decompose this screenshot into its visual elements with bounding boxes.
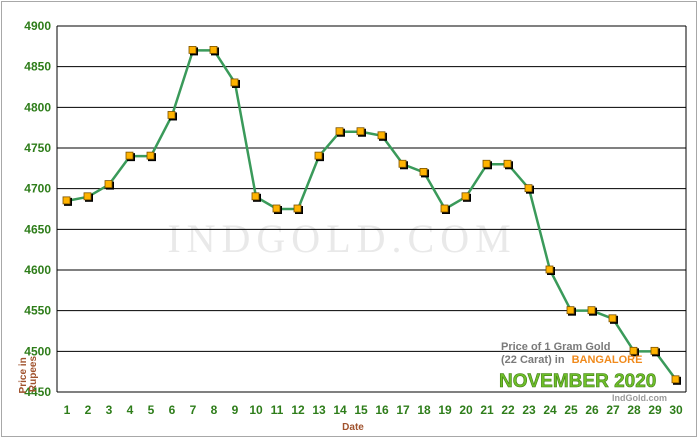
data-point-5	[146, 151, 155, 160]
x-tick-5: 5	[148, 403, 155, 417]
y-tick-4700: 4700	[24, 182, 51, 196]
data-point-10	[251, 192, 260, 201]
x-tick-29: 29	[648, 403, 662, 417]
x-tick-6: 6	[169, 403, 176, 417]
x-tick-9: 9	[232, 403, 239, 417]
x-tick-30: 30	[669, 403, 683, 417]
x-tick-2: 2	[85, 403, 92, 417]
data-point-14	[335, 127, 344, 136]
x-tick-24: 24	[543, 403, 557, 417]
data-point-15	[356, 127, 365, 136]
data-point-11	[272, 204, 281, 213]
data-point-2	[83, 192, 92, 201]
y-tick-labels: 4450 4500 4550 4600 4650 4700 4750 4800 4850 4900	[24, 19, 51, 399]
y-tick-4900: 4900	[24, 19, 51, 33]
caption-carat: (22 Carat) in	[501, 354, 565, 366]
x-tick-25: 25	[564, 403, 578, 417]
data-point-7	[188, 46, 197, 54]
gridlines	[56, 25, 687, 393]
y-tick-4550: 4550	[24, 304, 51, 318]
data-point-27	[608, 314, 617, 323]
price-line-chart: INDGOLD.COM 4450 4500 4550 4600 4650 4700 4750…	[18, 19, 687, 433]
y-tick-4850: 4850	[24, 60, 51, 74]
data-point-16	[377, 131, 386, 140]
data-point-21	[482, 159, 491, 168]
data-point-20	[461, 192, 470, 201]
caption-site: IndGold.com	[612, 393, 667, 403]
y-tick-4600: 4600	[24, 263, 51, 277]
x-tick-7: 7	[190, 403, 197, 417]
x-axis-title: Date	[342, 422, 364, 433]
data-point-1	[62, 196, 71, 205]
y-axis-title-line2: Rupees	[28, 356, 39, 393]
data-point-3	[104, 180, 113, 189]
data-point-17	[398, 159, 407, 168]
caption-line2: (22 Carat) in BANGALORE	[501, 350, 642, 367]
series-layer	[62, 46, 681, 385]
caption-line1: Price of 1 Gram Gold	[501, 341, 610, 353]
data-point-9	[230, 78, 239, 87]
x-tick-26: 26	[585, 403, 599, 417]
data-point-4	[125, 151, 134, 160]
data-point-25	[566, 306, 575, 315]
watermark: INDGOLD.COM	[167, 216, 516, 261]
data-point-28	[629, 346, 638, 355]
data-point-30	[671, 375, 680, 384]
data-point-6	[167, 111, 176, 119]
data-point-22	[503, 159, 512, 168]
x-tick-10: 10	[249, 403, 263, 417]
x-tick-14: 14	[333, 403, 347, 417]
x-tick-21: 21	[480, 403, 494, 417]
data-point-8	[209, 46, 218, 54]
x-tick-16: 16	[375, 403, 389, 417]
y-tick-4450: 4450	[24, 385, 51, 399]
y-tick-4500: 4500	[24, 344, 51, 358]
x-tick-27: 27	[606, 403, 620, 417]
data-point-19	[440, 204, 449, 213]
caption-month: NOVEMBER 2020	[499, 371, 656, 392]
data-point-26	[587, 306, 596, 315]
caption-city: BANGALORE	[572, 354, 643, 366]
x-tick-1: 1	[64, 403, 71, 417]
y-tick-4750: 4750	[24, 141, 51, 155]
data-point-12	[293, 204, 302, 213]
y-tick-4800: 4800	[24, 100, 51, 114]
x-tick-8: 8	[211, 403, 218, 417]
x-tick-12: 12	[291, 403, 305, 417]
x-tick-23: 23	[522, 403, 536, 417]
x-tick-4: 4	[127, 403, 134, 417]
x-tick-13: 13	[312, 403, 326, 417]
y-axis-title: Price in Rupees	[18, 355, 39, 394]
x-tick-17: 17	[396, 403, 410, 417]
x-tick-15: 15	[354, 403, 368, 417]
data-point-24	[545, 265, 554, 274]
data-point-23	[524, 184, 533, 193]
x-tick-19: 19	[438, 403, 452, 417]
x-tick-18: 18	[417, 403, 431, 417]
x-tick-20: 20	[459, 403, 473, 417]
x-tick-22: 22	[501, 403, 515, 417]
y-tick-4650: 4650	[24, 222, 51, 236]
x-tick-28: 28	[627, 403, 641, 417]
data-point-18	[419, 167, 428, 176]
x-tick-11: 11	[271, 403, 284, 417]
data-point-13	[314, 151, 323, 160]
x-tick-labels: 1 2 3 4 5 6 7 8 9 10 11 12 13 14 15 16 17 18 19 20 21 22 23 24 2…	[64, 403, 683, 417]
chart-caption: Price of 1 Gram Gold (22 Carat) in BANGA…	[499, 341, 667, 403]
y-axis-title-line1: Price in	[18, 357, 29, 393]
data-point-29	[650, 346, 659, 355]
x-tick-3: 3	[106, 403, 113, 417]
